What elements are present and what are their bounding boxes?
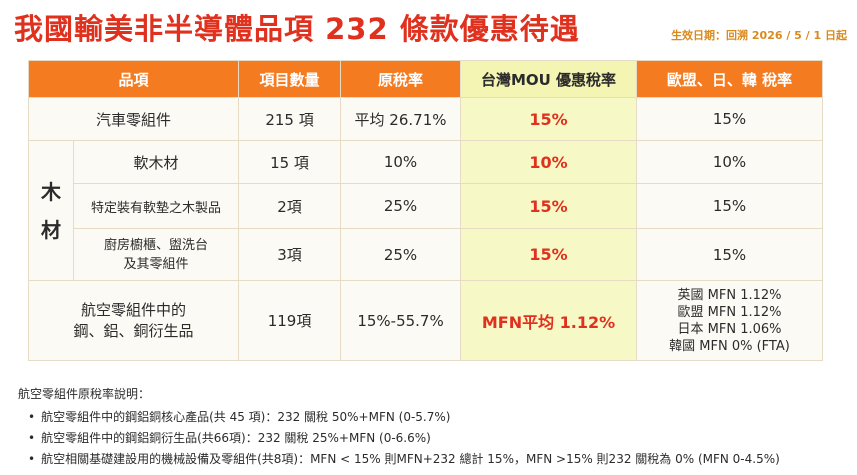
row-item-line-1: 廚房櫥櫃、盥洗台 <box>104 237 209 253</box>
row-item: 廚房櫥櫃、盥洗台 及其零組件 <box>72 228 240 281</box>
effective-date: 生效日期：回溯 2026 / 5 / 1 日起 <box>671 29 847 42</box>
rate-korea: 韓國 MFN 0% (FTA) <box>669 338 790 354</box>
row-mou-rate: MFN平均 1.12% <box>460 280 638 361</box>
wood-label-2: 材 <box>41 217 61 242</box>
note-item: • 航空相關基礎建設用的機械設備及零組件(共8項)：MFN < 15% 則MFN+… <box>28 450 780 467</box>
row-mou-rate: 10% <box>460 140 638 184</box>
notes-heading: 航空零組件原稅率說明： <box>18 387 151 401</box>
row-item: 軟木材 <box>72 140 240 184</box>
row-other-rate: 10% <box>636 140 824 184</box>
note-text: 航空相關基礎建設用的機械設備及零組件(共8項)：MFN < 15% 則MFN+2… <box>41 452 780 466</box>
notes-section: 航空零組件原稅率說明： • 航空零組件中的鋼鋁銅核心產品(共 45 項)：232 … <box>18 385 780 471</box>
page-title: 我國輸美非半導體品項 232 條款優惠待遇 <box>14 12 580 46</box>
row-original-rate: 15%-55.7% <box>340 280 462 361</box>
row-other-rate: 15% <box>636 228 824 281</box>
note-text: 航空零組件中的鋼鋁銅核心產品(共 45 項)：232 關稅 50%+MFN (0… <box>41 410 451 424</box>
table-row: 木 材 軟木材 15 項 10% 10% 10% <box>28 140 824 281</box>
bullet-icon: • <box>28 431 36 445</box>
row-original-rate: 25% <box>340 183 462 229</box>
row-item-line-2: 及其零組件 <box>123 256 189 272</box>
tariff-table: 品項 項目數量 原稅率 台灣MOU 優惠稅率 歐盟、日、韓 稅率 汽車零組件 2… <box>27 60 824 361</box>
row-mou-rate: 15% <box>460 183 638 229</box>
wood-category-label: 木 材 <box>28 140 74 281</box>
rate-uk: 英國 MFN 1.12% <box>677 287 782 303</box>
row-count: 3項 <box>238 228 342 281</box>
table-row: 廚房櫥櫃、盥洗台 及其零組件 3項 25% 15% 15% <box>29 228 824 281</box>
row-other-rate: 15% <box>636 97 824 141</box>
note-item: • 航空零組件中的鋼鋁銅核心產品(共 45 項)：232 關稅 50%+MFN (… <box>28 408 780 425</box>
row-item-line-1: 航空零組件中的 <box>81 300 187 319</box>
row-mou-rate: 15% <box>460 228 638 281</box>
row-count: 2項 <box>238 183 342 229</box>
table-row: 航空零組件中的 鋼、鋁、銅衍生品 119項 15%-55.7% MFN平均 1.… <box>27 280 824 361</box>
row-count: 215 項 <box>238 97 342 141</box>
row-other-rate: 英國 MFN 1.12% 歐盟 MFN 1.12% 日本 MFN 1.06% 韓… <box>636 280 824 361</box>
row-item-line-2: 鋼、鋁、銅衍生品 <box>73 321 194 340</box>
row-original-rate: 25% <box>340 228 462 281</box>
row-item: 航空零組件中的 鋼、鋁、銅衍生品 <box>27 280 240 361</box>
row-item: 特定裝有軟墊之木製品 <box>72 183 240 229</box>
bullet-icon: • <box>28 452 36 466</box>
header-item: 品項 <box>27 60 240 98</box>
row-count: 15 項 <box>238 140 342 184</box>
header-original-rate: 原稅率 <box>340 60 462 98</box>
row-original-rate: 10% <box>340 140 462 184</box>
bullet-icon: • <box>28 410 36 424</box>
wood-label-1: 木 <box>41 179 61 204</box>
note-text: 航空零組件中的鋼鋁銅衍生品(共66項)：232 關稅 25%+MFN (0-6.… <box>41 431 431 445</box>
rate-eu: 歐盟 MFN 1.12% <box>677 304 782 320</box>
table-row: 特定裝有軟墊之木製品 2項 25% 15% 15% <box>29 183 824 229</box>
header-mou-rate: 台灣MOU 優惠稅率 <box>460 60 638 98</box>
table-header-row: 品項 項目數量 原稅率 台灣MOU 優惠稅率 歐盟、日、韓 稅率 <box>27 60 824 98</box>
header-other-rates: 歐盟、日、韓 稅率 <box>636 60 824 98</box>
table-row: 汽車零組件 215 項 平均 26.71% 15% 15% <box>27 97 824 141</box>
row-other-rate: 15% <box>636 183 824 229</box>
row-original-rate: 平均 26.71% <box>340 97 462 141</box>
row-item: 汽車零組件 <box>27 97 240 141</box>
row-count: 119項 <box>238 280 342 361</box>
rate-japan: 日本 MFN 1.06% <box>677 321 782 337</box>
row-mou-rate: 15% <box>460 97 638 141</box>
header-count: 項目數量 <box>238 60 342 98</box>
note-item: • 航空零組件中的鋼鋁銅衍生品(共66項)：232 關稅 25%+MFN (0-6… <box>28 429 780 446</box>
